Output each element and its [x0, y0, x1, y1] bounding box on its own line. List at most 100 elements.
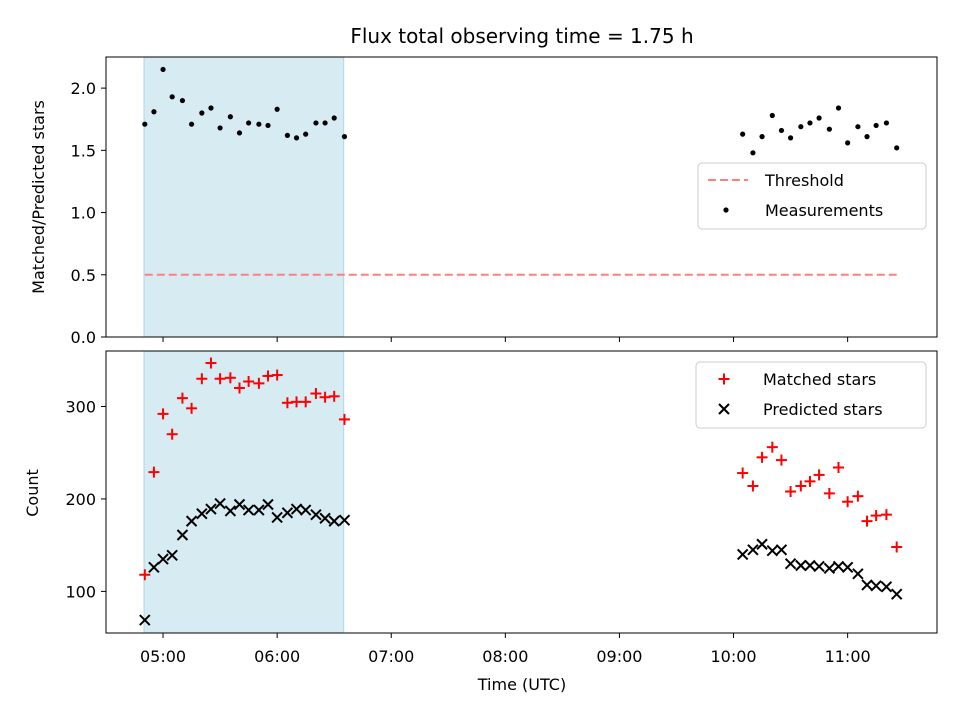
- y-tick-label: 0.5: [71, 266, 96, 285]
- ratio-panel: 0.00.51.01.52.0 Matched/Predicted stars …: [29, 56, 938, 347]
- predicted-star-point: [870, 580, 882, 592]
- measurement-point: [740, 131, 746, 137]
- x-axis-ticks: 05:00 06:00 07:00 08:00 09:00 10:00 11:00: [140, 337, 871, 666]
- legend-label: Predicted stars: [763, 400, 883, 419]
- matched-star-point: [253, 377, 265, 389]
- measurement-point: [256, 121, 262, 127]
- predicted-star-point: [242, 504, 255, 516]
- measurement-point: [265, 122, 271, 129]
- matched-star-point: [880, 509, 892, 521]
- predicted-star-point: [756, 538, 768, 550]
- legend-matched-swatch: [718, 373, 730, 385]
- measurement-point: [835, 105, 842, 111]
- predicted-star-point: [736, 548, 749, 561]
- y-tick-label: 1.5: [71, 141, 96, 160]
- measurement-point: [303, 131, 309, 137]
- matched-star-point: [891, 541, 903, 553]
- measurement-point: [313, 120, 319, 126]
- measurement-point: [188, 121, 195, 127]
- matched-star-point: [328, 390, 340, 402]
- predicted-star-point: [813, 560, 825, 573]
- matched-star-point: [852, 490, 864, 502]
- ratio-y-axis-label: Matched/Predicted stars: [29, 100, 48, 294]
- x-tick-label: 05:00: [140, 647, 186, 666]
- predicted-star-point: [224, 505, 237, 517]
- predicted-star-point: [766, 545, 779, 557]
- predicted-star-point: [196, 508, 208, 520]
- measurement-point: [160, 66, 166, 73]
- measurement-point: [274, 106, 280, 112]
- measurement-point: [284, 132, 291, 138]
- count-y-axis-label: Count: [23, 469, 42, 517]
- matched-star-point: [243, 376, 255, 388]
- ratio-panel-frame: [105, 56, 938, 338]
- predicted-star-point: [290, 503, 303, 515]
- predicted-star-point: [176, 529, 189, 541]
- predicted-star-point: [823, 562, 836, 574]
- x-tick-label: 06:00: [254, 647, 300, 666]
- x-axis-label: Time (UTC): [477, 675, 566, 694]
- x-tick-label: 07:00: [368, 647, 414, 666]
- matched-star-point: [842, 496, 854, 508]
- predicted-star-point: [319, 512, 331, 525]
- matched-star-point: [233, 382, 245, 394]
- matched-star-point: [196, 373, 208, 385]
- legend-label: Measurements: [765, 201, 883, 220]
- y-tick-label: 0.0: [71, 328, 96, 347]
- count-panel-ticks: 100 200 300: [65, 397, 106, 601]
- predicted-star-point: [166, 549, 178, 562]
- measurement-point: [855, 124, 861, 130]
- predicted-star-point: [852, 568, 864, 580]
- measurement-point: [142, 121, 148, 127]
- measurement-point: [864, 134, 870, 140]
- predicted-star-point: [310, 508, 322, 521]
- matched-star-point: [338, 413, 350, 425]
- x-tick-label: 09:00: [596, 647, 642, 666]
- measurement-point: [293, 135, 300, 141]
- matched-star-point: [139, 569, 151, 581]
- predicted-star-point: [205, 503, 217, 515]
- legend-measurement-swatch: [723, 207, 729, 213]
- measurement-point: [217, 125, 223, 131]
- predicted-star-point: [139, 614, 151, 626]
- matched-star-point: [813, 469, 825, 481]
- measurement-point: [894, 145, 900, 151]
- predicted-star-point: [299, 504, 312, 516]
- legend-predicted-swatch: [718, 403, 730, 415]
- predicted-star-point: [214, 497, 226, 510]
- predicted-star-point: [185, 515, 198, 527]
- ratio-panel-series: [142, 66, 900, 276]
- x-tick-label: 10:00: [710, 647, 756, 666]
- matched-star-point: [310, 388, 322, 400]
- measurement-point: [787, 135, 794, 141]
- y-tick-label: 200: [65, 490, 96, 509]
- y-tick-label: 100: [65, 582, 96, 601]
- legend-label: Matched stars: [763, 370, 876, 389]
- count-legend: Matched stars Predicted stars: [695, 361, 927, 429]
- measurement-point: [845, 140, 851, 146]
- legend-label: Threshold: [764, 171, 844, 190]
- measurement-point: [798, 124, 804, 130]
- matched-star-point: [861, 515, 873, 527]
- chart-title: Flux total observing time = 1.75 h: [350, 24, 693, 48]
- predicted-star-point: [804, 559, 816, 572]
- measurement-point: [169, 94, 175, 100]
- matched-star-point: [271, 369, 283, 381]
- predicted-star-point: [233, 498, 246, 511]
- matched-star-point: [214, 373, 226, 385]
- count-panel-series: [139, 357, 903, 626]
- predicted-star-point: [861, 579, 873, 591]
- predicted-star-point: [832, 560, 845, 573]
- measurement-point: [769, 112, 775, 119]
- measurement-point: [883, 120, 890, 126]
- predicted-star-point: [890, 588, 903, 600]
- matched-star-point: [224, 372, 236, 384]
- matched-star-point: [832, 461, 844, 473]
- measurement-point: [331, 115, 337, 121]
- matched-star-point: [785, 486, 797, 498]
- matched-star-point: [186, 402, 198, 414]
- count-panel-frame: [105, 350, 938, 634]
- matched-star-point: [737, 467, 749, 479]
- ratio-panel-ticks: 0.0 0.5 1.0 1.5 2.0: [71, 79, 106, 347]
- predicted-star-point: [253, 504, 265, 516]
